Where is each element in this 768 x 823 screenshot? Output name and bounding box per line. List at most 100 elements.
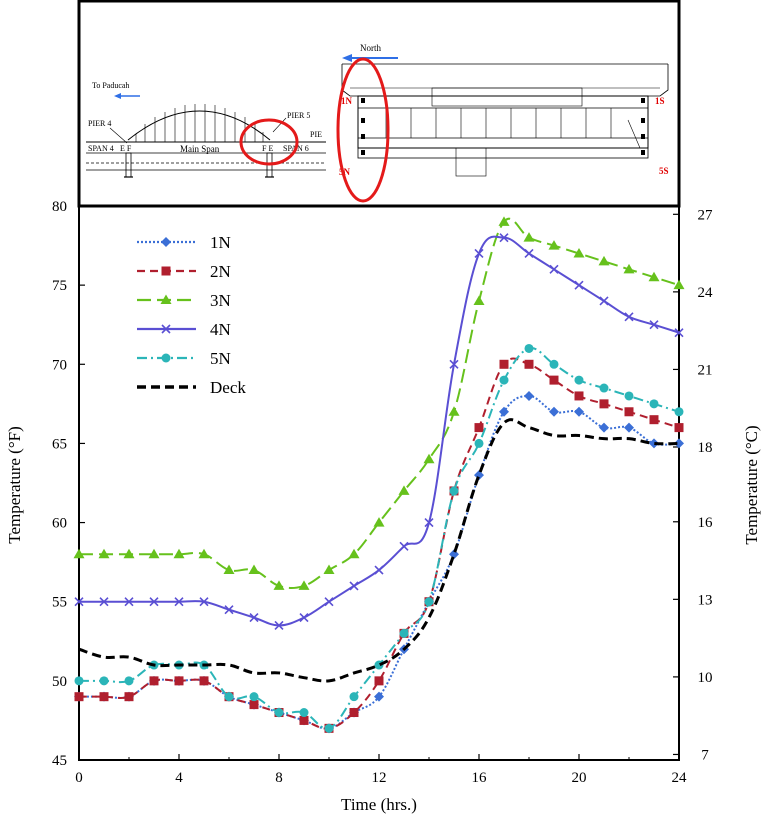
- temperature-chart: 0 4 8 12 16 20 24 45 50 55 60 65 70 75 80 7 10 13 16 18 21…: [5, 199, 761, 814]
- to-paducah-label: To Paducah: [92, 81, 129, 90]
- data-point-3n: [348, 548, 360, 559]
- data-point-2n: [199, 676, 209, 686]
- span4-label: SPAN 4: [88, 144, 114, 153]
- data-point-1n: [649, 438, 659, 449]
- legend-label: 5N: [210, 349, 231, 368]
- data-point-4n: [324, 597, 334, 607]
- series-2n: [74, 357, 684, 733]
- data-point-1n: [524, 390, 534, 401]
- main-span-label: Main Span: [180, 144, 220, 154]
- data-point-3n: [673, 279, 685, 290]
- y-right-tick-label: 24: [698, 285, 714, 301]
- x-tick-label: 12: [372, 770, 387, 786]
- series-line-deck: [78, 418, 680, 683]
- data-point-5n: [299, 708, 309, 718]
- data-point-5n: [224, 692, 234, 702]
- data-point-1n: [574, 406, 584, 417]
- legend-label: 3N: [210, 291, 231, 310]
- data-point-4n: [299, 612, 309, 623]
- data-point-5n: [449, 486, 459, 496]
- data-point-2n: [74, 692, 84, 702]
- series-line-5n: [78, 347, 680, 730]
- legend-item-1n: 1N: [137, 233, 231, 252]
- north-girders-highlight-circle: [336, 57, 390, 203]
- legend-item-3n: 3N: [137, 291, 231, 310]
- bridge-diagram: To Paducah PIER 4 PIER 5 P: [77, 0, 681, 208]
- ef-label: E F: [120, 144, 132, 153]
- data-point-4n: [624, 312, 634, 322]
- data-point-2n: [99, 692, 109, 702]
- data-point-5n: [349, 692, 359, 702]
- data-point-3n: [148, 548, 160, 559]
- data-point-4n: [399, 541, 409, 551]
- legend-label: 1N: [210, 233, 231, 252]
- data-point-1n: [549, 406, 559, 417]
- data-point-1n: [374, 691, 384, 702]
- legend-marker: [161, 237, 171, 247]
- y-tick-label: 75: [52, 278, 67, 294]
- data-point-3n: [323, 564, 335, 575]
- data-point-3n: [423, 453, 435, 464]
- y-tick-label: 70: [52, 357, 67, 373]
- data-point-1n: [624, 422, 634, 433]
- pier6-label: PIE: [310, 130, 322, 139]
- pier5-highlight-circle: [239, 118, 299, 166]
- legend: 1N 2N 3N 4N 5N Deck: [137, 233, 246, 397]
- legend-label: 2N: [210, 262, 231, 281]
- data-point-1n: [499, 406, 509, 417]
- data-point-4n: [499, 233, 509, 243]
- y-right-tick-label: 16: [698, 515, 714, 531]
- data-point-4n: [174, 597, 184, 607]
- data-point-4n: [549, 264, 559, 274]
- bridge-cross-section: North 1N: [336, 43, 669, 203]
- data-point-2n: [624, 407, 634, 417]
- data-point-5n: [624, 391, 634, 401]
- data-point-4n: [99, 597, 109, 607]
- data-point-2n: [649, 415, 659, 425]
- data-point-3n: [123, 548, 135, 559]
- data-point-3n: [98, 548, 110, 559]
- data-point-5n: [124, 676, 134, 686]
- data-point-3n: [523, 232, 535, 242]
- data-point-4n: [74, 597, 84, 607]
- legend-marker: [161, 324, 171, 334]
- x-tick-label: 0: [75, 770, 83, 786]
- data-point-5n: [649, 399, 659, 409]
- x-tick-label: 24: [672, 770, 688, 786]
- y-right-tick-label: 27: [698, 207, 714, 223]
- pier4-label: PIER 4: [88, 119, 111, 128]
- diagram-frame: [77, 0, 681, 208]
- data-point-3n: [648, 271, 660, 282]
- y-tick-label: 45: [52, 753, 67, 769]
- data-point-4n: [599, 296, 609, 306]
- bridge-elevation: To Paducah PIER 4 PIER 5 P: [86, 81, 326, 178]
- data-point-5n: [74, 676, 84, 686]
- data-point-2n: [174, 676, 184, 686]
- north-label: North: [360, 43, 381, 53]
- data-point-3n: [398, 485, 410, 495]
- data-point-3n: [598, 255, 610, 266]
- data-point-3n: [223, 564, 235, 575]
- y-right-tick-label: 10: [698, 670, 713, 686]
- data-point-3n: [473, 295, 485, 305]
- pier5-label: PIER 5: [287, 111, 310, 120]
- data-point-5n: [674, 407, 684, 417]
- series-5n: [74, 343, 684, 733]
- data-point-5n: [324, 723, 334, 733]
- y-right-tick-label: 21: [698, 362, 713, 378]
- x-tick-label: 20: [572, 770, 587, 786]
- data-point-2n: [574, 391, 584, 401]
- data-point-4n: [574, 280, 584, 290]
- data-point-4n: [424, 518, 434, 528]
- data-point-3n: [273, 580, 285, 590]
- data-point-4n: [374, 565, 384, 575]
- girder-5n-label: 5N: [339, 167, 351, 177]
- data-point-4n: [674, 328, 684, 338]
- data-point-5n: [99, 676, 109, 686]
- data-point-3n: [73, 548, 85, 559]
- data-point-5n: [549, 359, 559, 369]
- fe-label: F E: [262, 144, 273, 153]
- data-point-2n: [124, 692, 134, 702]
- data-point-4n: [474, 248, 484, 259]
- legend-marker: [161, 353, 171, 363]
